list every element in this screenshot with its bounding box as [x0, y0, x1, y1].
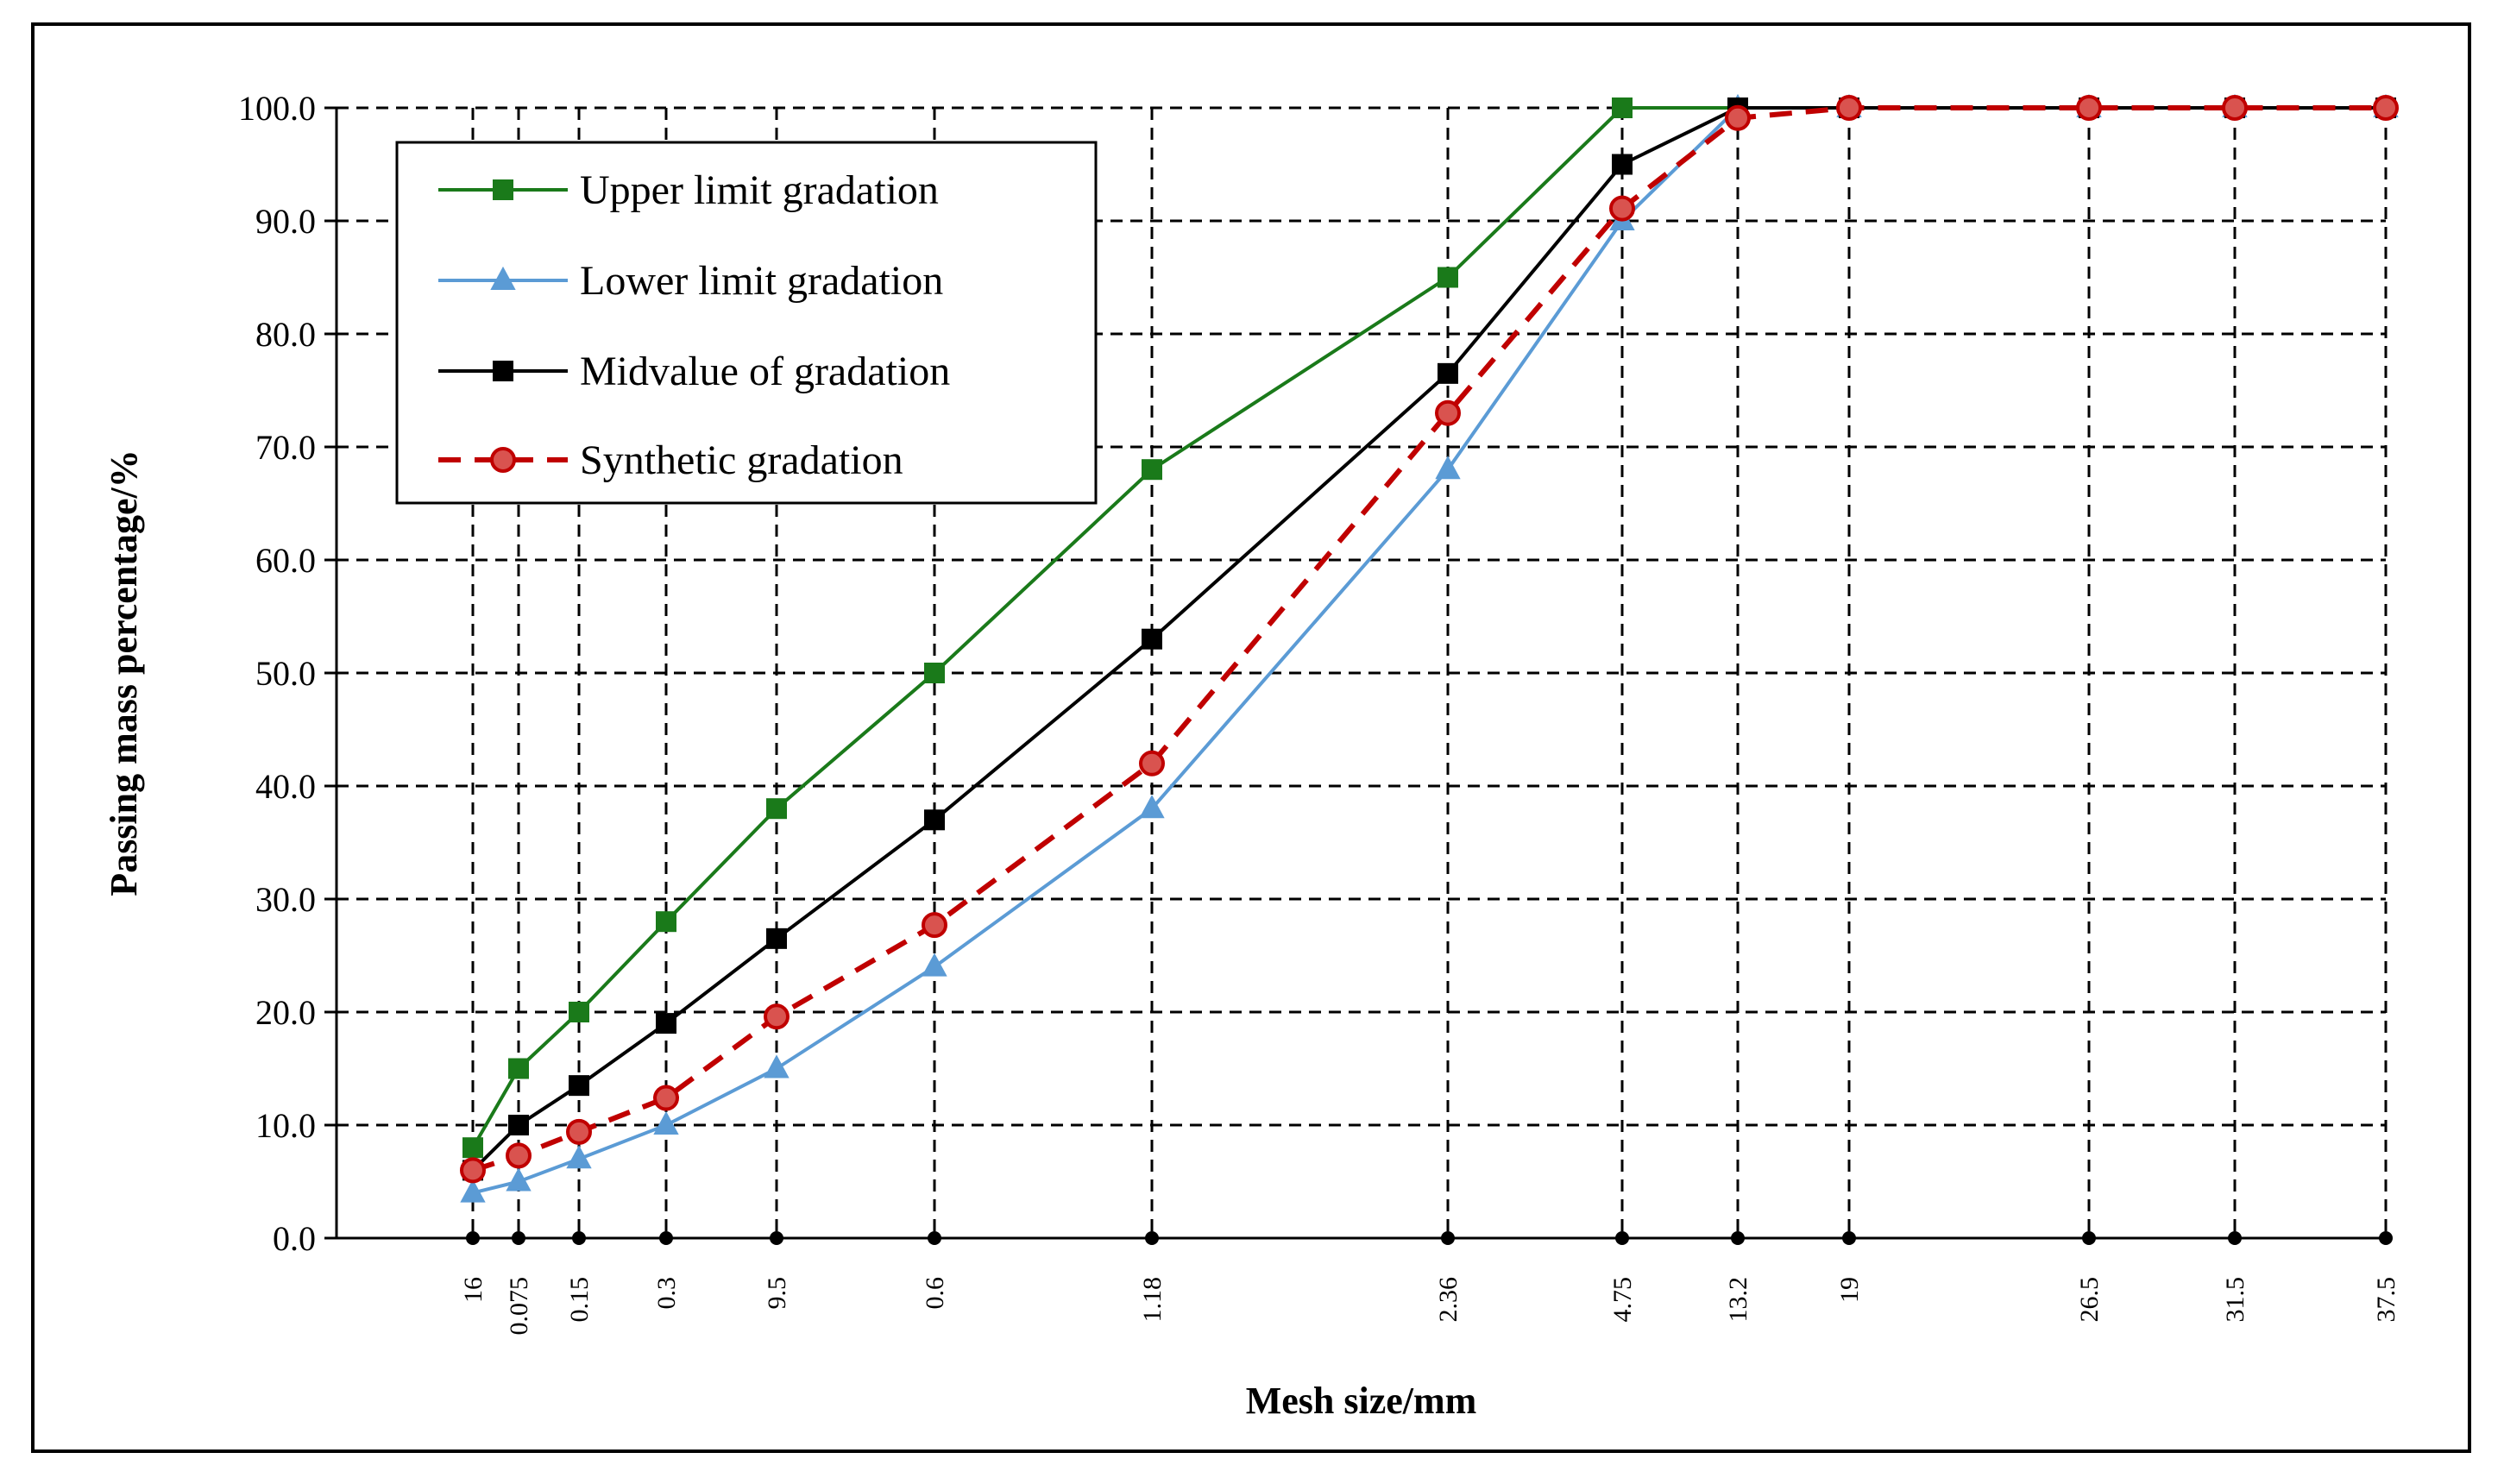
- point-synthetic-gradation-9-5: [764, 1003, 790, 1030]
- series-line-synthetic-gradation: [472, 105, 2386, 1173]
- point-midvalue-of-gradation-0-075: [508, 1115, 529, 1135]
- x-tick-label-9-5: 9.5: [763, 1277, 791, 1310]
- legend-label-midvalue-of-gradation: Midvalue of gradation: [580, 349, 950, 394]
- x-tick-label-0-15: 0.15: [565, 1277, 594, 1323]
- point-midvalue-of-gradation-1-18: [1142, 628, 1162, 650]
- x-tick-label-0-3: 0.3: [652, 1277, 681, 1310]
- point-synthetic-gradation-4-75: [1609, 195, 1635, 222]
- point-upper-limit-gradation-0-075: [508, 1058, 529, 1079]
- y-tick-label-100-0: 100.0: [238, 89, 316, 128]
- legend-marker-synthetic-gradation: [490, 447, 516, 473]
- point-synthetic-gradation-0-075: [506, 1142, 532, 1169]
- y-tick-label-20-0: 20.0: [255, 993, 316, 1032]
- legend-box: [395, 141, 1098, 505]
- point-synthetic-gradation-0-15: [566, 1118, 592, 1145]
- y-tick-label-60-0: 60.0: [255, 541, 316, 580]
- y-tick-label-10-0: 10.0: [255, 1106, 316, 1145]
- point-synthetic-gradation-2-36: [1435, 399, 1461, 426]
- x-tick-label-0-075: 0.075: [505, 1277, 533, 1336]
- legend-label-lower-limit-gradation: Lower limit gradation: [580, 258, 943, 304]
- point-synthetic-gradation-26-5: [2076, 95, 2102, 121]
- legend-item-upper-limit-gradation: Upper limit gradation: [438, 167, 939, 213]
- legend-marker-lower-limit-gradation: [490, 266, 516, 290]
- x-tick-label-0-6: 0.6: [921, 1277, 949, 1310]
- x-tick-label-1-18: 1.18: [1138, 1277, 1167, 1323]
- x-tick-label-19: 19: [1835, 1277, 1864, 1303]
- x-tick-label-4-75: 4.75: [1608, 1277, 1637, 1323]
- y-tick-label-40-0: 40.0: [255, 767, 316, 806]
- point-synthetic-gradation-16: [460, 1157, 486, 1184]
- point-synthetic-gradation-13-2: [1725, 104, 1751, 131]
- legend-item-synthetic-gradation: Synthetic gradation: [438, 437, 903, 483]
- y-tick-label-30-0: 30.0: [255, 880, 316, 919]
- x-tick-label-16: 16: [459, 1277, 488, 1303]
- y-tick-label-80-0: 80.0: [255, 315, 316, 354]
- y-tick-label-90-0: 90.0: [255, 202, 316, 241]
- y-axis-title: Passing mass percentage/%: [103, 450, 145, 896]
- x-tick-label-2-36: 2.36: [1434, 1277, 1463, 1323]
- point-upper-limit-gradation-0-3: [656, 911, 676, 933]
- point-lower-limit-gradation-0-3: [653, 1110, 679, 1135]
- point-lower-limit-gradation-0-15: [566, 1145, 592, 1169]
- point-lower-limit-gradation-0-075: [506, 1167, 532, 1192]
- legend: Upper limit gradation Lower limit gradati…: [395, 141, 1098, 505]
- y-tick-label-0-0: 0.0: [273, 1219, 316, 1258]
- legend-item-midvalue-of-gradation: Midvalue of gradation: [438, 349, 950, 394]
- x-tick-label-31-5: 31.5: [2221, 1277, 2249, 1323]
- y-tick-label-70-0: 70.0: [255, 428, 316, 467]
- point-lower-limit-gradation-2-36: [1435, 456, 1461, 480]
- point-midvalue-of-gradation-9-5: [766, 928, 787, 949]
- point-midvalue-of-gradation-0-6: [924, 809, 945, 831]
- x-axis-title: Mesh size/mm: [1246, 1380, 1477, 1422]
- point-lower-limit-gradation-16: [460, 1179, 486, 1203]
- point-synthetic-gradation-37-5: [2373, 95, 2399, 121]
- axis-layer: 0.0 10.0 20.0 30.0 40.0 50.0 60.0 70.0 80.0 90.0 1…: [238, 89, 2400, 1336]
- point-upper-limit-gradation-0-6: [924, 663, 945, 683]
- point-lower-limit-gradation-0-6: [922, 953, 947, 977]
- y-tick-label-50-0: 50.0: [255, 654, 316, 693]
- point-synthetic-gradation-31-5: [2222, 95, 2248, 121]
- point-lower-limit-gradation-1-18: [1139, 795, 1165, 819]
- series-synthetic-gradation: [460, 95, 2399, 1184]
- legend-label-upper-limit-gradation: Upper limit gradation: [580, 167, 939, 213]
- point-upper-limit-gradation-2-36: [1438, 267, 1458, 288]
- point-midvalue-of-gradation-0-15: [569, 1075, 589, 1097]
- legend-label-synthetic-gradation: Synthetic gradation: [580, 437, 903, 483]
- point-synthetic-gradation-1-18: [1139, 750, 1165, 777]
- point-synthetic-gradation-19: [1836, 95, 1862, 121]
- point-upper-limit-gradation-9-5: [766, 798, 787, 820]
- point-synthetic-gradation-0-6: [922, 912, 947, 939]
- point-midvalue-of-gradation-2-36: [1438, 362, 1458, 384]
- point-midvalue-of-gradation-0-3: [656, 1013, 676, 1034]
- x-tick-label-37-5: 37.5: [2372, 1277, 2400, 1323]
- series-line-midvalue-of-gradation: [471, 106, 2386, 1172]
- x-tick-label-26-5: 26.5: [2075, 1277, 2104, 1323]
- legend-marker-midvalue-of-gradation: [493, 361, 513, 381]
- point-upper-limit-gradation-0-15: [569, 1002, 589, 1022]
- series-layer: [460, 93, 2399, 1203]
- point-midvalue-of-gradation-4-75: [1612, 154, 1633, 175]
- point-synthetic-gradation-0-3: [653, 1085, 679, 1111]
- legend-marker-upper-limit-gradation: [493, 179, 513, 200]
- x-tick-label-13-2: 13.2: [1724, 1277, 1752, 1323]
- point-lower-limit-gradation-9-5: [764, 1054, 790, 1078]
- point-upper-limit-gradation-1-18: [1142, 459, 1162, 481]
- point-upper-limit-gradation-16: [462, 1137, 483, 1159]
- point-upper-limit-gradation-4-75: [1612, 97, 1633, 118]
- legend-item-lower-limit-gradation: Lower limit gradation: [438, 258, 943, 304]
